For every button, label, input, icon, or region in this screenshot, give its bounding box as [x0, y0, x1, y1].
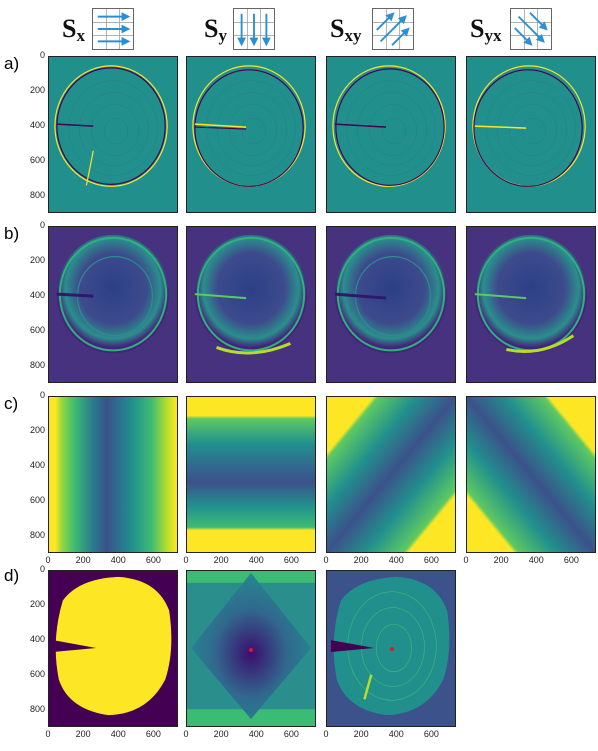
x-tick-label: 0	[183, 729, 189, 739]
x-tick-label: 0	[463, 555, 469, 565]
y-tick-label: 0	[39, 564, 45, 574]
panel-c-syx	[466, 396, 596, 553]
arrows-vertical-icon	[233, 8, 275, 50]
y-tick-label: 0	[39, 50, 45, 60]
panel-d-sum	[186, 570, 316, 727]
x-tick-label: 600	[283, 729, 299, 739]
x-tick-label: 200	[75, 729, 91, 739]
x-tick-label: 0	[45, 729, 51, 739]
y-tick-label: 800	[29, 359, 45, 370]
y-tick-label: 800	[29, 703, 45, 714]
panel-a-sxy	[326, 56, 456, 213]
x-tick-label: 0	[323, 555, 329, 565]
x-tick-label: 600	[423, 729, 439, 739]
panel-d-overlay	[326, 570, 456, 727]
y-tick-label: 200	[29, 254, 45, 265]
y-tick-label: 0	[39, 390, 45, 400]
x-tick-label: 400	[388, 729, 404, 739]
x-tick-label: 200	[493, 555, 509, 565]
x-tick-label: 400	[388, 555, 404, 565]
row-label-b: b)	[4, 224, 20, 243]
panel-b-sy	[186, 226, 316, 383]
x-tick-label: 400	[110, 555, 126, 565]
y-tick-label: 800	[29, 189, 45, 200]
panel-b-syx	[466, 226, 596, 383]
y-tick-label: 200	[29, 424, 45, 435]
y-tick-label: 400	[29, 289, 45, 300]
column-header-sxy: Sxy	[330, 14, 362, 45]
x-tick-label: 0	[323, 729, 329, 739]
arrows-diagonal-up-icon	[372, 8, 414, 50]
y-tick-label: 200	[29, 598, 45, 609]
y-tick-label: 800	[29, 529, 45, 540]
y-tick-label: 400	[29, 633, 45, 644]
panel-c-sx	[48, 396, 178, 553]
column-header-sx: Sx	[62, 14, 85, 45]
x-tick-label: 400	[110, 729, 126, 739]
x-tick-label: 0	[45, 555, 51, 565]
x-tick-label: 0	[183, 555, 189, 565]
row-label-a: a)	[4, 54, 20, 73]
x-tick-label: 600	[423, 555, 439, 565]
arrows-horizontal-icon	[92, 8, 134, 50]
column-header-syx: Syx	[470, 14, 502, 45]
y-tick-label: 400	[29, 119, 45, 130]
x-tick-label: 200	[213, 729, 229, 739]
arrows-diagonal-down-icon	[510, 8, 552, 50]
panel-a-sy	[186, 56, 316, 213]
panel-b-sx	[48, 226, 178, 383]
x-tick-label: 200	[213, 555, 229, 565]
y-tick-label: 600	[29, 494, 45, 505]
panel-a-syx	[466, 56, 596, 213]
y-tick-label: 600	[29, 154, 45, 165]
y-tick-label: 600	[29, 324, 45, 335]
x-tick-label: 200	[353, 555, 369, 565]
y-tick-label: 200	[29, 84, 45, 95]
x-tick-label: 600	[145, 729, 161, 739]
panel-b-sxy	[326, 226, 456, 383]
x-tick-label: 200	[75, 555, 91, 565]
x-tick-label: 400	[528, 555, 544, 565]
panel-d-mask	[48, 570, 178, 727]
panel-c-sxy	[326, 396, 456, 553]
y-tick-label: 0	[39, 220, 45, 230]
panel-a-sx	[48, 56, 178, 213]
column-header-sy: Sy	[204, 14, 227, 45]
x-tick-label: 200	[353, 729, 369, 739]
row-label-d: d)	[4, 566, 20, 585]
y-tick-label: 400	[29, 459, 45, 470]
x-tick-label: 600	[563, 555, 579, 565]
x-tick-label: 400	[248, 555, 264, 565]
center-marker-icon	[249, 648, 253, 652]
panel-c-sy	[186, 396, 316, 553]
row-label-c: c)	[4, 394, 19, 413]
x-tick-label: 600	[283, 555, 299, 565]
y-tick-label: 600	[29, 668, 45, 679]
x-tick-label: 400	[248, 729, 264, 739]
x-tick-label: 600	[145, 555, 161, 565]
